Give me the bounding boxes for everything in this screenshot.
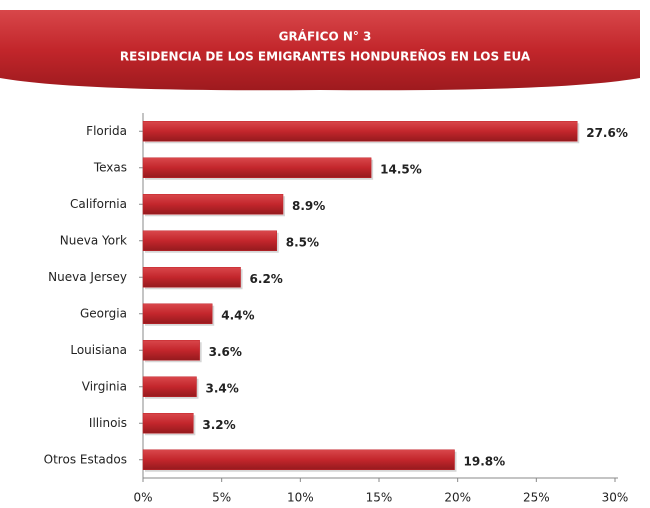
bar [142,340,200,361]
x-tick-label: 0% [133,491,152,505]
value-label: 8.9% [292,199,325,213]
value-label: 3.2% [202,418,235,432]
y-tick-label: Georgia [80,306,127,320]
y-tick-label: Illinois [89,416,127,430]
value-label: 6.2% [250,272,283,286]
chart-subtitle: RESIDENCIA DE LOS EMIGRANTES HONDUREÑOS … [120,49,531,64]
x-tick-label: 5% [212,491,231,505]
y-tick-label: Texas [93,160,127,174]
bar [142,194,284,215]
bar [142,376,197,397]
x-tick-label: 15% [366,491,393,505]
bar [142,121,578,142]
y-tick-label: Louisiana [70,343,127,357]
y-tick-label: Otros Estados [44,452,127,466]
y-tick-label: Nueva Jersey [48,270,127,284]
value-label: 8.5% [286,235,319,249]
bar [142,157,372,178]
y-tick-label: Florida [86,124,127,138]
y-tick-label: Nueva York [60,233,127,247]
x-tick-label: 25% [523,491,550,505]
title-banner [0,10,640,91]
value-label: 14.5% [380,162,422,176]
y-tick-label: Virginia [82,379,127,393]
value-label: 3.4% [205,381,238,395]
value-label: 27.6% [586,126,628,140]
bar [142,413,194,434]
chart-title: GRÁFICO N° 3 [279,29,372,44]
value-label: 19.8% [464,454,506,468]
value-label: 4.4% [221,308,254,322]
bar [142,267,241,288]
bar [142,230,277,251]
y-tick-label: California [70,197,127,211]
bar [142,449,455,470]
value-label: 3.6% [209,345,242,359]
x-tick-label: 20% [444,491,471,505]
x-tick-label: 10% [287,491,314,505]
bar [142,303,213,324]
x-tick-label: 30% [602,491,629,505]
